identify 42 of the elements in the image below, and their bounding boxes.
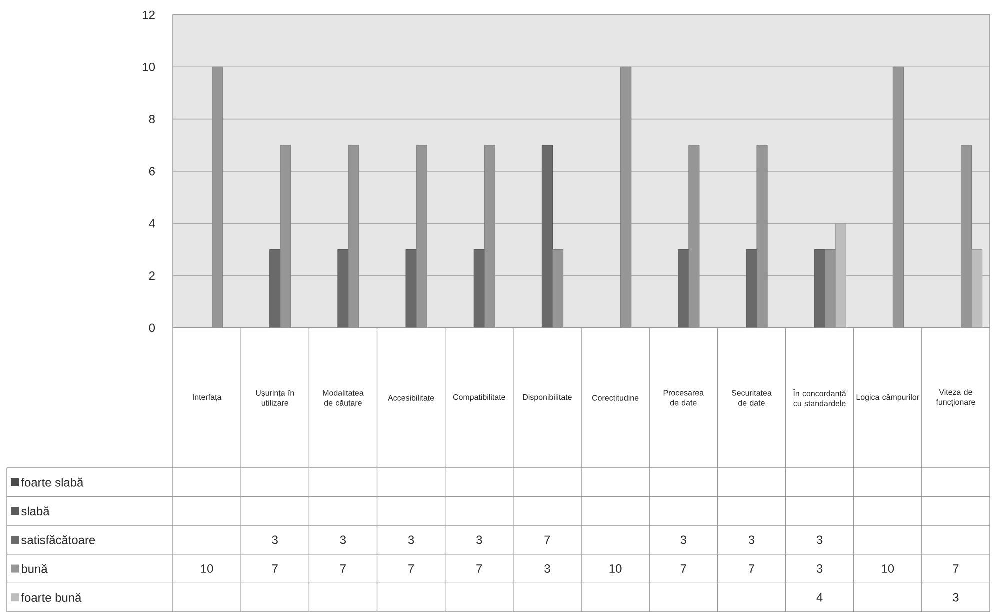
data-label: 7 [544, 536, 550, 544]
data-label: 3 [476, 536, 482, 544]
y-tick-label: 0 [149, 324, 156, 332]
bar [406, 249, 417, 328]
legend-label: bună [22, 564, 48, 574]
legend-label: slabă [22, 506, 50, 516]
bar [270, 249, 281, 328]
data-label: 7 [408, 564, 414, 573]
legend-label: foarte bună [21, 593, 82, 602]
y-tick-label: 6 [149, 167, 155, 176]
data-label: 7 [953, 564, 959, 573]
y-tick-label: 8 [149, 115, 155, 124]
legend-label: foarte slabă [21, 478, 84, 487]
bar [814, 249, 826, 328]
legend-label: satisfăcătoare [22, 536, 96, 544]
data-label: 10 [201, 564, 214, 574]
data-label: 3 [680, 536, 686, 544]
data-label: 3 [544, 564, 550, 574]
data-label: 7 [340, 564, 346, 573]
data-label: 7 [272, 564, 278, 573]
data-label: 10 [882, 564, 894, 574]
data-label: 3 [816, 564, 823, 574]
bar [474, 249, 485, 328]
data-label: 4 [816, 593, 823, 602]
data-label: 7 [476, 564, 482, 573]
y-tick-label: 10 [143, 62, 156, 72]
data-label: 10 [610, 564, 622, 574]
data-label: 7 [680, 564, 686, 573]
y-tick-label: 12 [143, 10, 155, 20]
data-label: 3 [748, 536, 755, 544]
data-label: 3 [408, 536, 414, 544]
bar [338, 249, 349, 328]
y-tick-label: 4 [149, 220, 156, 228]
data-label: 3 [953, 593, 959, 602]
data-label: 3 [272, 536, 278, 544]
bar [746, 249, 758, 328]
data-label: 3 [340, 536, 346, 544]
data-label: 7 [748, 564, 754, 573]
y-tick-label: 2 [149, 272, 155, 280]
bar [678, 249, 690, 328]
data-label: 3 [816, 536, 823, 544]
bar [542, 145, 553, 328]
